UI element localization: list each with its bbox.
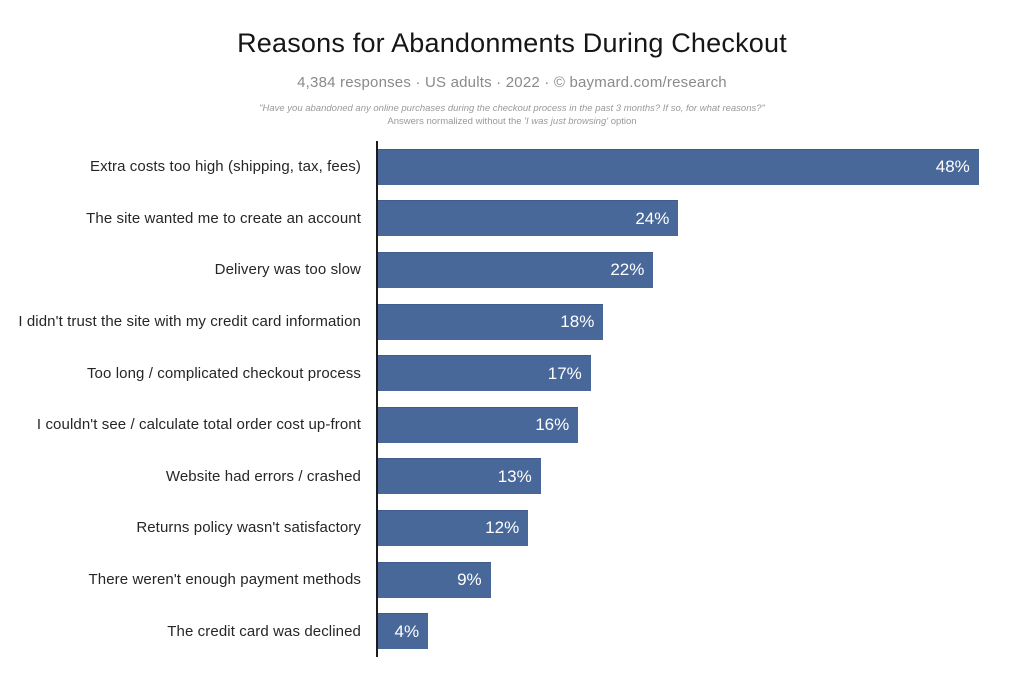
chart-subtitle: 4,384 responses · US adults · 2022 · © b…	[297, 74, 727, 91]
bar-row: Too long / complicated checkout process …	[0, 347, 1024, 399]
category-label: I couldn't see / calculate total order c…	[36, 416, 361, 434]
category-label: Too long / complicated checkout process	[86, 364, 361, 382]
bar-track: 22%	[378, 251, 1024, 288]
bar-track: 18%	[378, 303, 1024, 340]
bar-row: The site wanted me to create an account …	[0, 193, 1024, 245]
value-label: 22%	[610, 260, 645, 280]
bar: 16%	[378, 406, 579, 443]
note-line2-emphasis: 'I was just browsing'	[524, 115, 609, 127]
bar-track: 13%	[378, 458, 1024, 495]
chart-note: "Have you abandoned any online purchases…	[0, 103, 1024, 128]
bar-track: 17%	[378, 355, 1024, 392]
note-line2-prefix: Answers normalized without the	[387, 115, 525, 127]
y-axis-line	[376, 141, 378, 657]
chart-note-line1: "Have you abandoned any online purchases…	[259, 103, 765, 114]
category-label: The credit card was declined	[167, 622, 361, 640]
category-label: Delivery was too slow	[214, 261, 361, 279]
bar: 22%	[378, 251, 654, 288]
bar: 48%	[378, 148, 979, 185]
category-label: Returns policy wasn't satisfactory	[136, 519, 361, 537]
bar-track: 12%	[378, 509, 1024, 546]
bar-track: 4%	[378, 613, 1024, 650]
category-label: The site wanted me to create an account	[86, 209, 361, 227]
category-label: Website had errors / crashed	[165, 467, 361, 485]
value-label: 9%	[457, 570, 482, 590]
value-label: 12%	[485, 518, 520, 538]
chart-note-line2: Answers normalized without the 'I was ju…	[0, 116, 1024, 129]
bar-row: I couldn't see / calculate total order c…	[0, 399, 1024, 451]
bar-track: 16%	[378, 406, 1024, 443]
bar-row: The credit card was declined 4%	[0, 605, 1024, 657]
bar-row: Extra costs too high (shipping, tax, fee…	[0, 141, 1024, 193]
bar-row: I didn't trust the site with my credit c…	[0, 296, 1024, 348]
bar-row: There weren't enough payment methods 9%	[0, 554, 1024, 606]
value-label: 16%	[535, 415, 570, 435]
bar-row: Returns policy wasn't satisfactory 12%	[0, 502, 1024, 554]
value-label: 18%	[560, 312, 595, 332]
bar: 13%	[378, 458, 541, 495]
bar-rows: Extra costs too high (shipping, tax, fee…	[0, 141, 1024, 657]
bar: 24%	[378, 200, 679, 237]
bar-track: 9%	[378, 561, 1024, 598]
bar-track: 24%	[378, 200, 1024, 237]
value-label: 4%	[394, 621, 420, 641]
chart-title: Reasons for Abandonments During Checkout	[237, 28, 787, 58]
value-label: 48%	[935, 157, 970, 177]
value-label: 24%	[635, 208, 670, 228]
bar-row: Website had errors / crashed 13%	[0, 451, 1024, 503]
category-label: Extra costs too high (shipping, tax, fee…	[90, 158, 361, 176]
bar: 17%	[378, 355, 591, 392]
bar: 9%	[378, 561, 491, 598]
bar: 18%	[378, 303, 604, 340]
category-label: I didn't trust the site with my credit c…	[18, 313, 361, 331]
bar: 4%	[378, 613, 429, 650]
bar-row: Delivery was too slow 22%	[0, 244, 1024, 296]
bar-chart: Extra costs too high (shipping, tax, fee…	[0, 141, 1024, 657]
bar: 12%	[378, 509, 529, 546]
value-label: 17%	[547, 363, 582, 383]
chart-header: Reasons for Abandonments During Checkout…	[0, 0, 1024, 128]
value-label: 13%	[497, 466, 532, 486]
note-line2-suffix: option	[608, 115, 637, 127]
category-label: There weren't enough payment methods	[88, 571, 361, 589]
bar-track: 48%	[378, 148, 1024, 185]
